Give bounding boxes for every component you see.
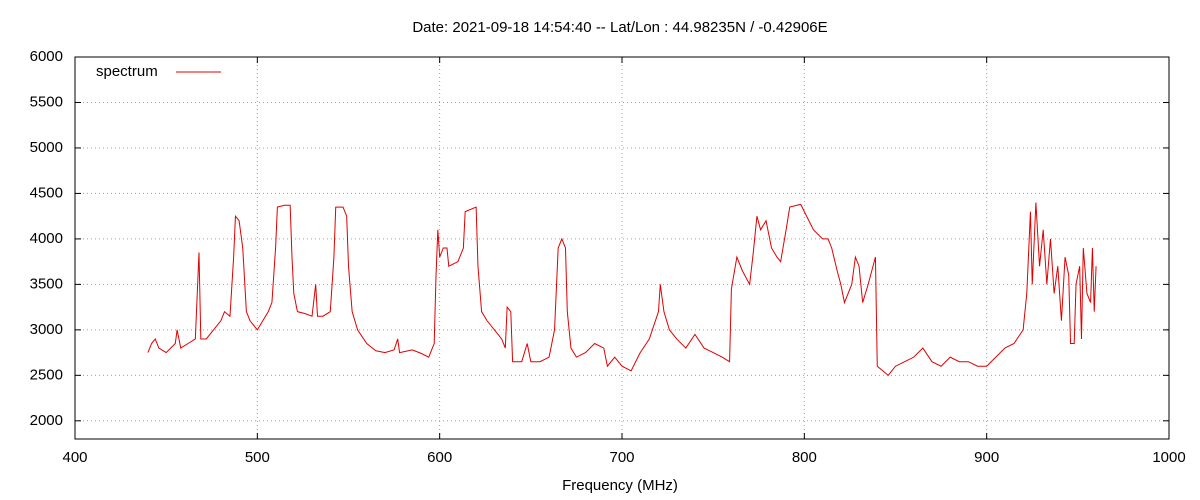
y-tick-label: 5500: [30, 93, 63, 110]
x-tick-label: 700: [609, 449, 634, 466]
legend-label: spectrum: [96, 63, 158, 80]
y-tick-label: 5000: [30, 139, 63, 156]
x-tick-label: 500: [245, 449, 270, 466]
x-tick-label: 600: [427, 449, 452, 466]
y-tick-label: 3000: [30, 321, 63, 338]
chart-title: Date: 2021-09-18 14:54:40 -- Lat/Lon : 4…: [412, 19, 827, 36]
plot-border: [74, 56, 1170, 440]
y-tick-label: 2000: [30, 412, 63, 429]
x-tick-label: 800: [792, 449, 817, 466]
x-axis-label: Frequency (MHz): [562, 477, 678, 494]
x-tick-label: 900: [974, 449, 999, 466]
x-tick-label: 400: [62, 449, 87, 466]
y-tick-label: 6000: [30, 48, 63, 65]
y-tick-label: 4000: [30, 230, 63, 247]
y-tick-label: 4500: [30, 184, 63, 201]
y-tick-label: 3500: [30, 275, 63, 292]
y-tick-label: 2500: [30, 366, 63, 383]
x-tick-label: 1000: [1152, 449, 1185, 466]
spectrum-line: [147, 202, 1097, 377]
